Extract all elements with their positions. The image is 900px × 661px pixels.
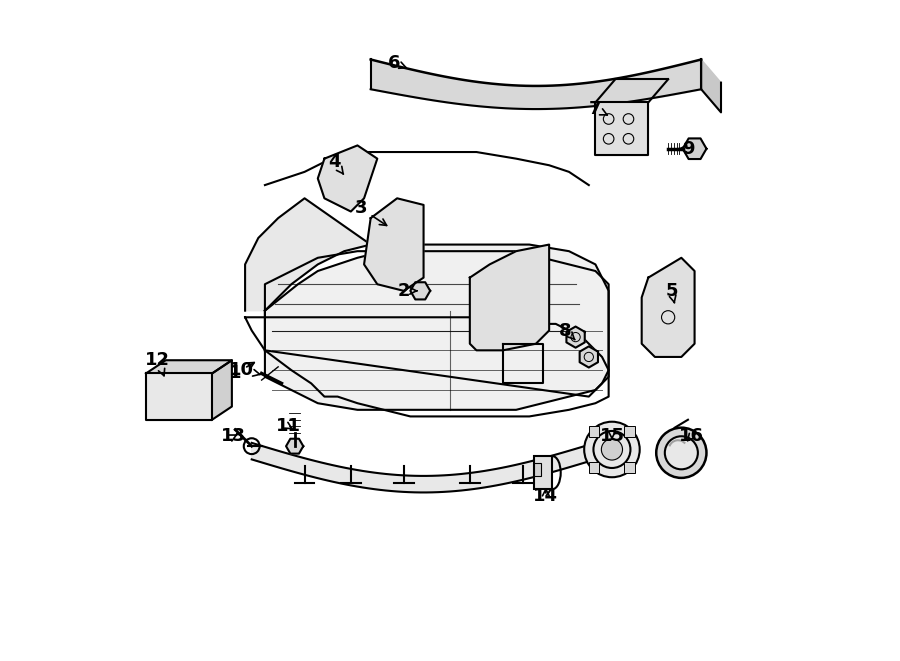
Text: 11: 11 bbox=[275, 417, 301, 436]
Bar bbox=[534, 456, 553, 489]
Polygon shape bbox=[580, 346, 598, 368]
Circle shape bbox=[601, 439, 623, 460]
Polygon shape bbox=[596, 102, 648, 155]
Text: 10: 10 bbox=[230, 361, 260, 379]
Text: 9: 9 bbox=[679, 139, 694, 158]
Bar bbox=[625, 462, 635, 473]
Polygon shape bbox=[683, 138, 706, 159]
Polygon shape bbox=[265, 245, 608, 410]
Text: 13: 13 bbox=[221, 427, 247, 446]
Polygon shape bbox=[212, 360, 232, 420]
Polygon shape bbox=[318, 145, 377, 212]
Text: 2: 2 bbox=[398, 282, 417, 300]
Bar bbox=[534, 463, 541, 476]
Polygon shape bbox=[146, 373, 212, 420]
Polygon shape bbox=[146, 360, 232, 373]
Text: 5: 5 bbox=[665, 282, 678, 303]
Polygon shape bbox=[470, 245, 549, 350]
Bar bbox=[625, 426, 635, 437]
Polygon shape bbox=[245, 198, 371, 311]
Text: 7: 7 bbox=[590, 100, 608, 118]
Text: 6: 6 bbox=[388, 54, 406, 72]
Polygon shape bbox=[364, 198, 424, 291]
Text: 12: 12 bbox=[145, 351, 170, 376]
Polygon shape bbox=[252, 443, 596, 492]
Text: 3: 3 bbox=[355, 199, 387, 225]
Text: 1: 1 bbox=[229, 362, 255, 383]
Circle shape bbox=[665, 436, 698, 469]
Circle shape bbox=[584, 422, 640, 477]
Polygon shape bbox=[286, 439, 303, 453]
Text: 4: 4 bbox=[328, 153, 344, 174]
Circle shape bbox=[656, 428, 707, 478]
Text: 16: 16 bbox=[679, 427, 704, 446]
Polygon shape bbox=[410, 282, 430, 299]
Polygon shape bbox=[642, 258, 695, 357]
Polygon shape bbox=[701, 59, 721, 112]
Text: 14: 14 bbox=[534, 486, 558, 505]
Bar bbox=[589, 462, 599, 473]
Text: 8: 8 bbox=[560, 321, 575, 340]
Text: 15: 15 bbox=[599, 427, 625, 446]
Polygon shape bbox=[566, 327, 585, 348]
Bar bbox=[589, 426, 599, 437]
